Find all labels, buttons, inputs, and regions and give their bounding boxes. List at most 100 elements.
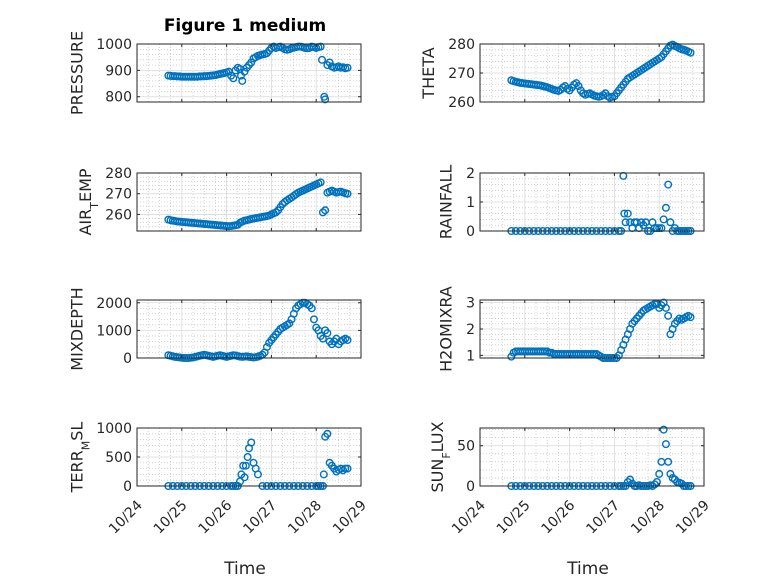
y-axis-label: MIXDEPTH bbox=[68, 287, 87, 370]
data-point bbox=[664, 311, 673, 320]
data-point bbox=[666, 469, 675, 478]
x-tick-label: 10/25 bbox=[151, 498, 191, 538]
subplot-6: 1 2 3 H2OMIXRA bbox=[436, 286, 705, 372]
data-point bbox=[574, 82, 583, 91]
data-point bbox=[620, 209, 629, 218]
y-tick-label: 900 bbox=[105, 63, 132, 79]
data-point bbox=[307, 304, 316, 313]
data-point bbox=[659, 215, 668, 224]
subplot-8: 0 50 10/24 10/25 10/26 10/27 10/28 10/29 SUNFLUX bbox=[428, 421, 713, 537]
data-point bbox=[323, 329, 332, 338]
data-point bbox=[343, 336, 352, 345]
data-point bbox=[686, 48, 695, 57]
y-axis-label: RAINFALL bbox=[436, 165, 455, 240]
x-tick-label: 10/28 bbox=[628, 498, 668, 538]
data-series bbox=[164, 42, 352, 104]
y-tick-label: 0 bbox=[123, 479, 132, 495]
data-point bbox=[655, 469, 664, 478]
axes-box bbox=[479, 427, 705, 487]
data-point bbox=[325, 58, 334, 67]
data-point bbox=[661, 440, 670, 449]
y-tick-label: 260 bbox=[448, 95, 475, 111]
subplot-1: 800 900 1000 PRESSURE bbox=[68, 31, 362, 115]
data-point bbox=[507, 352, 516, 361]
y-tick-label: 800 bbox=[105, 90, 132, 106]
y-tick-label: 1000 bbox=[96, 421, 132, 437]
y-tick-label: 0 bbox=[123, 351, 132, 367]
y-tick-label: 260 bbox=[105, 207, 132, 223]
data-point bbox=[239, 461, 248, 470]
y-tick-label: 500 bbox=[105, 450, 132, 466]
x-tick-label: 10/26 bbox=[539, 497, 579, 537]
data-point bbox=[262, 342, 271, 351]
x-tick-label: 10/29 bbox=[673, 498, 713, 538]
y-tick-label: 1000 bbox=[96, 37, 132, 53]
x-tick-label: 10/24 bbox=[449, 497, 489, 537]
data-point bbox=[318, 334, 327, 343]
axes-box bbox=[136, 172, 362, 232]
data-point bbox=[247, 58, 256, 67]
data-point bbox=[661, 303, 670, 312]
y-tick-label: 270 bbox=[105, 187, 132, 203]
subplot-2: 260 270 280 THETA bbox=[419, 37, 705, 111]
data-point bbox=[240, 473, 249, 482]
y-tick-label: 270 bbox=[448, 66, 475, 82]
y-tick-label: 1 bbox=[466, 348, 475, 364]
data-point bbox=[621, 218, 630, 227]
axes-box bbox=[136, 43, 362, 103]
data-point bbox=[316, 178, 325, 187]
data-point bbox=[664, 457, 673, 466]
x-axis-label-right: Time bbox=[566, 559, 609, 579]
data-point bbox=[318, 208, 327, 217]
x-tick-label: 10/24 bbox=[106, 497, 146, 537]
y-tick-label: 50 bbox=[457, 439, 475, 455]
y-tick-label: 280 bbox=[105, 166, 132, 182]
x-axis-label-left: Time bbox=[223, 559, 266, 579]
data-point bbox=[599, 91, 608, 100]
x-tick-label: 10/26 bbox=[196, 497, 236, 537]
axes-box bbox=[136, 299, 362, 359]
data-point bbox=[652, 477, 661, 486]
figure-title: Figure 1 medium bbox=[164, 16, 326, 36]
data-point bbox=[243, 453, 252, 462]
data-point bbox=[321, 206, 330, 215]
x-tick-label: 10/25 bbox=[494, 498, 534, 538]
data-point bbox=[316, 42, 325, 51]
data-point bbox=[343, 63, 352, 72]
data-point bbox=[339, 466, 348, 475]
y-tick-label: 1000 bbox=[96, 323, 132, 339]
data-point bbox=[240, 67, 249, 76]
data-point bbox=[623, 477, 632, 486]
data-point bbox=[229, 74, 238, 83]
x-tick-label: 10/29 bbox=[330, 498, 370, 538]
data-point bbox=[664, 180, 673, 189]
subplot-4: 0 1 2 RAINFALL bbox=[436, 165, 705, 240]
data-point bbox=[659, 425, 668, 434]
y-axis-label: H2OMIXRA bbox=[436, 286, 455, 372]
data-point bbox=[623, 209, 632, 218]
y-axis-label: PRESSURE bbox=[68, 31, 87, 115]
x-tick-label: 10/28 bbox=[285, 498, 325, 538]
data-point bbox=[241, 461, 250, 470]
data-point bbox=[238, 76, 247, 85]
data-point bbox=[271, 208, 280, 217]
data-point bbox=[309, 315, 318, 324]
y-tick-label: 0 bbox=[466, 224, 475, 240]
data-point bbox=[247, 438, 256, 447]
data-point bbox=[285, 319, 294, 328]
data-point bbox=[686, 313, 695, 322]
y-tick-label: 2 bbox=[466, 322, 475, 338]
data-point bbox=[321, 95, 330, 104]
y-axis-label: THETA bbox=[419, 47, 438, 99]
data-point bbox=[677, 479, 686, 488]
y-axis-label: AIRTEMP bbox=[76, 168, 101, 235]
y-tick-label: 2 bbox=[466, 166, 475, 182]
y-axis-label: SUNFLUX bbox=[428, 421, 453, 492]
data-point bbox=[650, 480, 659, 489]
x-tick-label: 10/27 bbox=[240, 498, 280, 538]
subplot-7: 0 500 1000 10/24 10/25 10/26 10/27 10/28 10/29 TE… bbox=[68, 421, 370, 537]
y-tick-label: 280 bbox=[448, 37, 475, 53]
